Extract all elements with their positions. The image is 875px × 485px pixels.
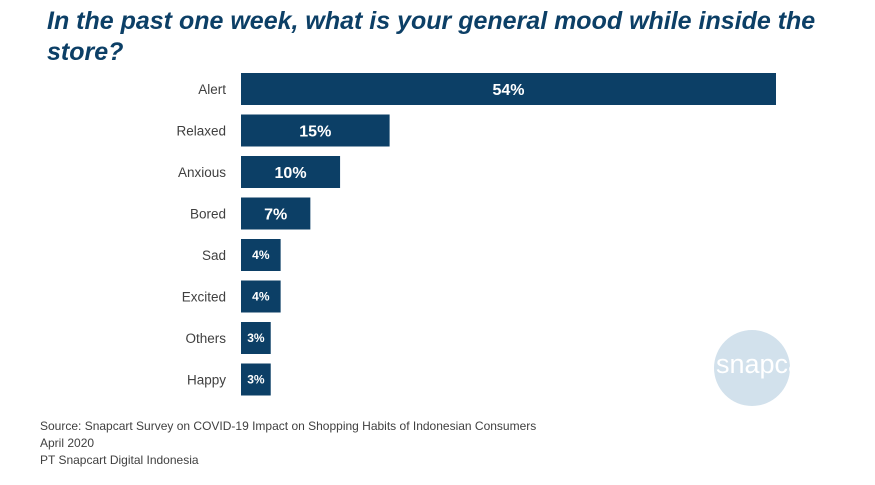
category-label-sad: Sad (202, 248, 226, 263)
bar-relaxed (241, 114, 390, 147)
value-label-happy: 3% (247, 373, 265, 387)
value-label-excited: 4% (252, 290, 270, 304)
bar-alert (241, 73, 776, 105)
category-label-excited: Excited (182, 290, 226, 305)
bar-sad (241, 239, 281, 271)
value-label-alert: 54% (492, 82, 524, 99)
category-label-happy: Happy (187, 373, 226, 388)
bar-others (241, 322, 271, 354)
source-date: April 2020 (40, 436, 95, 450)
value-label-bored: 7% (264, 207, 287, 224)
category-label-alert: Alert (198, 82, 226, 97)
category-label-bored: Bored (190, 207, 226, 222)
source-note: Source: Snapcart Survey on COVID-19 Impa… (40, 418, 536, 469)
category-label-others: Others (185, 331, 226, 346)
chart-title: In the past one week, what is your gener… (47, 7, 816, 66)
bar-bored (241, 197, 311, 230)
bar-anxious (241, 156, 341, 188)
bar-happy (241, 363, 271, 396)
snapcart-logo-text: snapcart (716, 349, 820, 379)
source-line: Source: Snapcart Survey on COVID-19 Impa… (40, 419, 537, 433)
category-label-anxious: Anxious (178, 165, 226, 180)
value-label-relaxed: 15% (299, 124, 331, 141)
bar-excited (241, 280, 281, 313)
value-label-anxious: 10% (275, 165, 307, 182)
value-label-sad: 4% (252, 248, 270, 262)
category-label-relaxed: Relaxed (176, 124, 226, 139)
snapcart-logo (714, 330, 790, 406)
value-label-others: 3% (247, 331, 265, 345)
source-company: PT Snapcart Digital Indonesia (40, 453, 199, 467)
